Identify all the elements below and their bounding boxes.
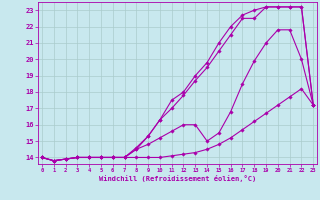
X-axis label: Windchill (Refroidissement éolien,°C): Windchill (Refroidissement éolien,°C): [99, 175, 256, 182]
